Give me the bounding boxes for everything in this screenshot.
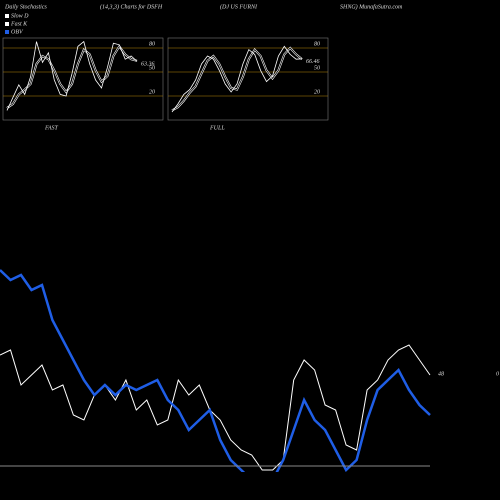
series-line-inner [6,45,138,109]
title: SHNG) MunafaSutra.com [340,3,403,10]
series-line [171,46,303,112]
edge-label: 0 [496,371,499,377]
series-line [6,44,138,109]
y-tick-label: 80 [149,41,155,47]
y-tick-label: 20 [314,89,320,95]
legend-swatch [5,14,9,18]
panel [2,37,164,121]
plot [0,269,431,472]
series-line [6,40,138,111]
y-tick-label: 80 [314,41,320,47]
legend-label: Slow D [11,13,29,19]
y-tick-label: 50 [314,65,320,71]
panel-label: FULL [209,125,225,131]
value-label: 66.46 [306,58,320,65]
title: (DJ US FURNI [220,3,258,10]
title: (14,3,3) Charts for DSFH [100,3,163,10]
series-line-inner [171,47,303,111]
panel [167,37,329,121]
value-label: 63.36 [141,62,155,68]
series-line [0,344,431,471]
y-tick-label: 48 [438,370,444,377]
legend-label: Fast K [10,21,28,27]
series-line [0,269,431,472]
series-line [171,45,303,113]
y-tick-label: 20 [149,89,155,95]
legend-swatch [5,22,9,26]
panel-label: FAST [44,125,59,131]
title: Daily Stochastics [4,4,47,10]
y-tick-label: 50 [149,65,155,71]
legend-swatch [5,30,9,34]
legend-label: OBV [11,29,24,35]
